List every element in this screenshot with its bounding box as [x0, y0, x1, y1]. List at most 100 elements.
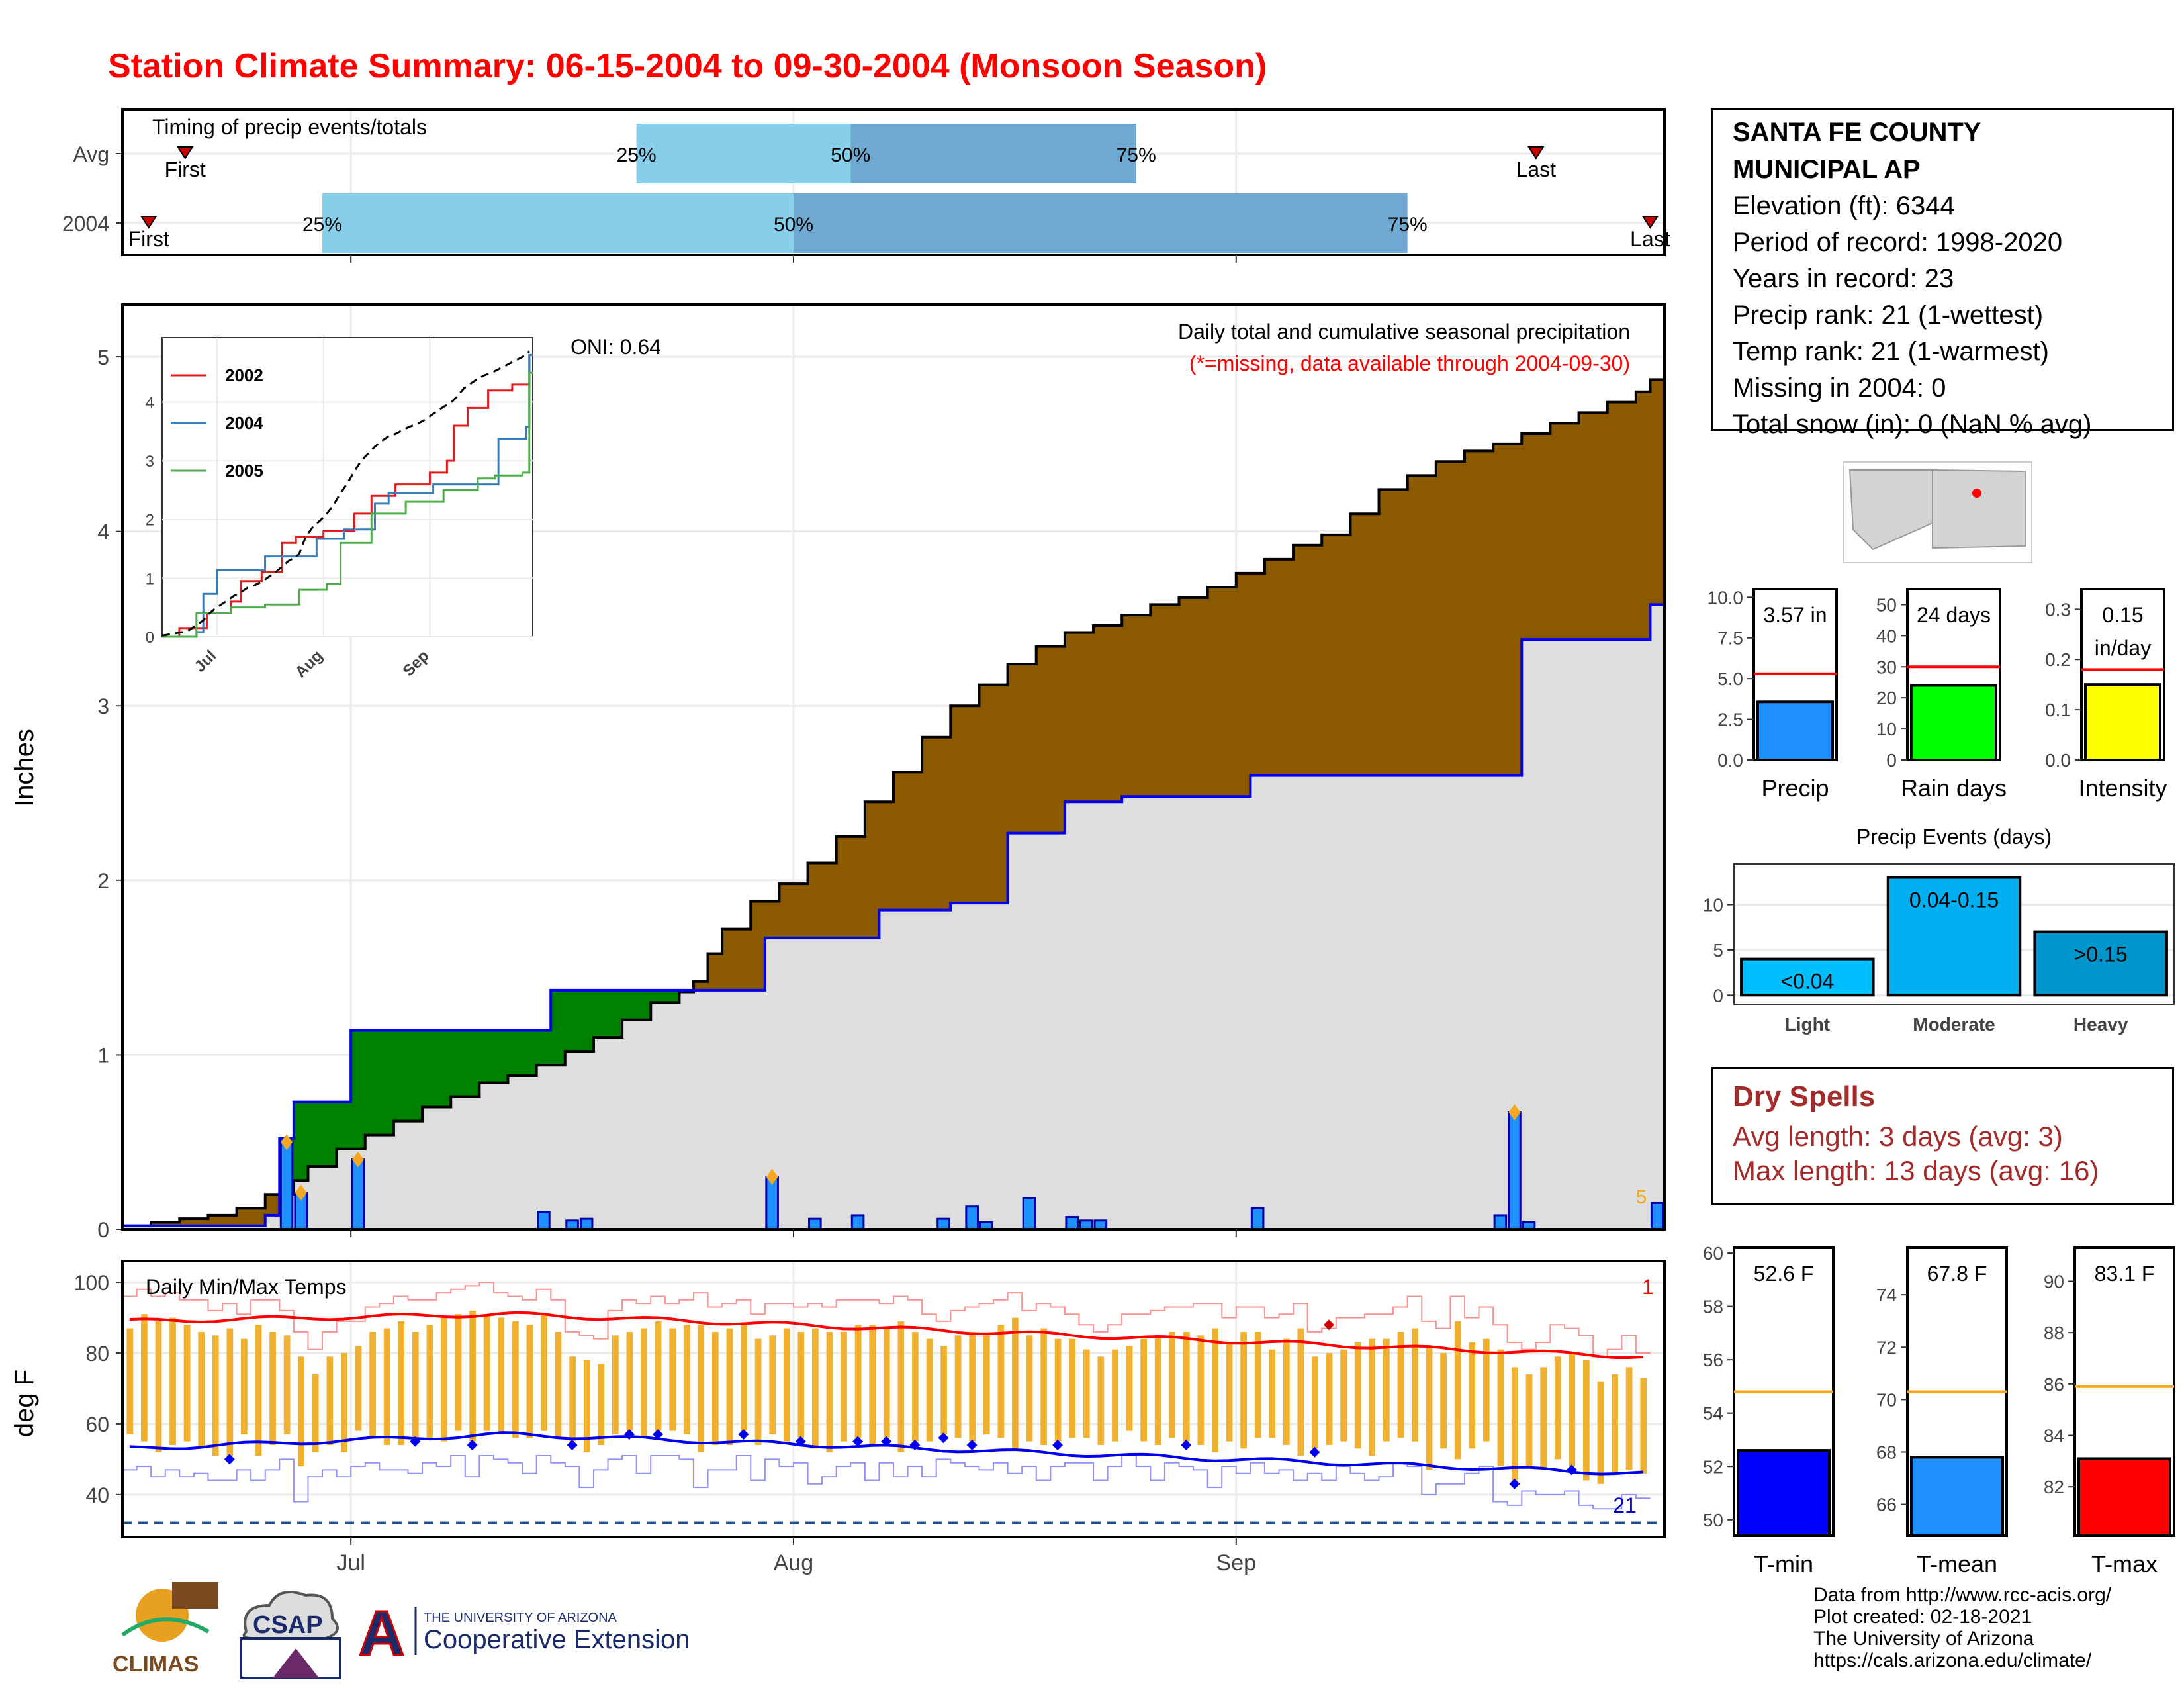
raindays-summary-value-bar: [1910, 684, 1997, 762]
surplus-area-slice: [422, 1030, 437, 1107]
daily-temp-bar: [912, 1331, 919, 1442]
deficit-area-slice: [1479, 451, 1494, 776]
intensity-summary-ytick-label: 0.3: [2045, 599, 2071, 620]
daily-temp-bar: [598, 1364, 605, 1445]
deficit-area-slice: [1079, 632, 1094, 802]
surplus-area-slice: [336, 1102, 351, 1149]
dry-spells-box: Dry Spells Avg length: 3 days (avg: 3) M…: [1711, 1067, 2174, 1205]
deficit-area-slice: [850, 836, 866, 938]
timing-panel-frame: [121, 108, 1666, 256]
station-temp-rank: Temp rank: 21 (1-warmest): [1733, 337, 2049, 366]
tmax-temp-summary-ytick-label: 86: [2044, 1374, 2064, 1395]
avg-area-slice: [707, 990, 723, 1229]
record-low-marker: [1309, 1446, 1320, 1458]
avg-area-slice: [1179, 796, 1194, 1229]
surplus-area-slice: [293, 1102, 308, 1181]
deficit-area-slice: [1422, 475, 1437, 776]
avg-area-slice: [793, 937, 809, 1229]
surplus-area-slice: [479, 1030, 494, 1083]
daily-temp-bar: [183, 1325, 191, 1442]
last-marker-icon: [1527, 146, 1545, 160]
avg-area-slice: [608, 1037, 623, 1229]
deficit-area-slice: [1464, 451, 1480, 776]
daily-temp-bar: [341, 1353, 347, 1452]
temp-title: Daily Min/Max Temps: [146, 1275, 346, 1299]
avg-area-slice: [393, 1121, 408, 1229]
dry-spells-avg: Avg length: 3 days (avg: 3): [1733, 1121, 2063, 1152]
deficit-area-slice: [1607, 402, 1622, 640]
avg-area-slice: [1322, 775, 1337, 1229]
deficit-area-slice: [251, 1208, 266, 1226]
deficit-area-slice: [1007, 663, 1023, 833]
daily-temp-bar: [1254, 1331, 1261, 1438]
daily-temp-bar: [426, 1325, 433, 1438]
avg-area-slice: [593, 1037, 609, 1229]
daily-temp-bar: [1454, 1321, 1461, 1460]
deficit-area-slice: [964, 706, 979, 904]
deficit-area-slice: [236, 1208, 251, 1226]
avg-area-slice: [493, 1082, 508, 1229]
deficit-area-slice: [1322, 534, 1337, 776]
station-years: Years in record: 23: [1733, 264, 1954, 293]
tmax-temp-summary-ytick-label: 90: [2044, 1271, 2064, 1291]
daily-temp-bar: [1026, 1335, 1033, 1442]
daily-precip-bar: [1650, 1201, 1664, 1231]
deficit-area-slice: [1635, 391, 1651, 640]
tmin-temp-summary-value-label: 52.6 F: [1754, 1262, 1814, 1286]
tmean-temp-summary-ytick-label: 74: [1876, 1285, 1897, 1305]
deficit-area-slice: [822, 863, 837, 938]
ua-a-icon: A: [359, 1602, 404, 1662]
deficit-area-slice: [1293, 545, 1308, 776]
avg-area-slice: [308, 1166, 323, 1229]
temp-ytick-label: 100: [74, 1271, 109, 1295]
daily-temp-bar: [1497, 1349, 1504, 1467]
deficit-area-slice: [1621, 402, 1637, 640]
avg-area-slice: [451, 1096, 466, 1229]
daily-temp-bar: [1169, 1331, 1176, 1438]
inset-ytick-label: 0: [146, 629, 154, 647]
avg-area-slice: [1136, 796, 1151, 1229]
precip-panel-frame: [121, 303, 1666, 1231]
precip-panel: 0 1 2 3 4 5 5 Daily total and cumulative season…: [10, 303, 1666, 1242]
surplus-area-slice: [493, 1030, 508, 1083]
deficit-area-slice: [222, 1215, 238, 1226]
credits-line3: The University of Arizona: [1813, 1628, 2034, 1650]
surplus-area-slice: [551, 990, 566, 1066]
tmean-temp-summary-xlabel: T-mean: [1917, 1550, 1997, 1577]
avg-area-slice: [850, 937, 866, 1229]
surplus-area-slice: [308, 1102, 323, 1167]
deficit-area-slice: [1407, 475, 1422, 776]
avg-area-slice: [1207, 796, 1222, 1229]
avg-area-slice: [1650, 604, 1665, 1229]
temp-ytick-label: 80: [85, 1342, 109, 1366]
avg-area-slice: [907, 910, 923, 1229]
deficit-area-slice: [751, 901, 766, 990]
avg-area-slice: [651, 1002, 666, 1229]
daily-precip-bar: [1250, 1207, 1265, 1231]
avg-area-slice: [664, 1002, 680, 1229]
tmin-temp-summary: 50 52 54 56 58 60 52.6 F T-min: [1703, 1243, 1835, 1577]
avg-area-slice: [936, 910, 951, 1229]
deficit-area-slice: [208, 1215, 223, 1226]
avg-area-slice: [1522, 639, 1537, 1229]
avg-area-slice: [365, 1135, 380, 1229]
avg-area-slice: [1279, 775, 1294, 1229]
inset-series-line-2005: [162, 371, 533, 638]
precip-title: Daily total and cumulative seasonal prec…: [1178, 320, 1630, 344]
credits-line2: Plot created: 02-18-2021: [1813, 1606, 2032, 1628]
daily-precip-bar: [808, 1217, 822, 1231]
deficit-area-slice: [1122, 615, 1137, 797]
tmax-temp-summary-ytick-label: 84: [2044, 1426, 2064, 1446]
tmax-temp-summary-ytick-label: 82: [2044, 1477, 2064, 1497]
daily-temp-bar: [1583, 1360, 1590, 1481]
surplus-area-slice: [593, 990, 609, 1038]
daily-temp-bar: [398, 1321, 405, 1445]
tmean-temp-summary-ytick-label: 72: [1876, 1337, 1897, 1358]
avg-area-slice: [879, 910, 894, 1229]
daily-temp-bar: [783, 1328, 790, 1442]
timing-label-25: 25%: [302, 214, 342, 236]
daily-temp-bar: [583, 1360, 590, 1452]
raindays-summary: 0 10 20 30 40 50 24 days Rain days: [1876, 588, 2007, 802]
record-low-line: [122, 1455, 1651, 1510]
daily-temp-bar: [940, 1346, 947, 1434]
